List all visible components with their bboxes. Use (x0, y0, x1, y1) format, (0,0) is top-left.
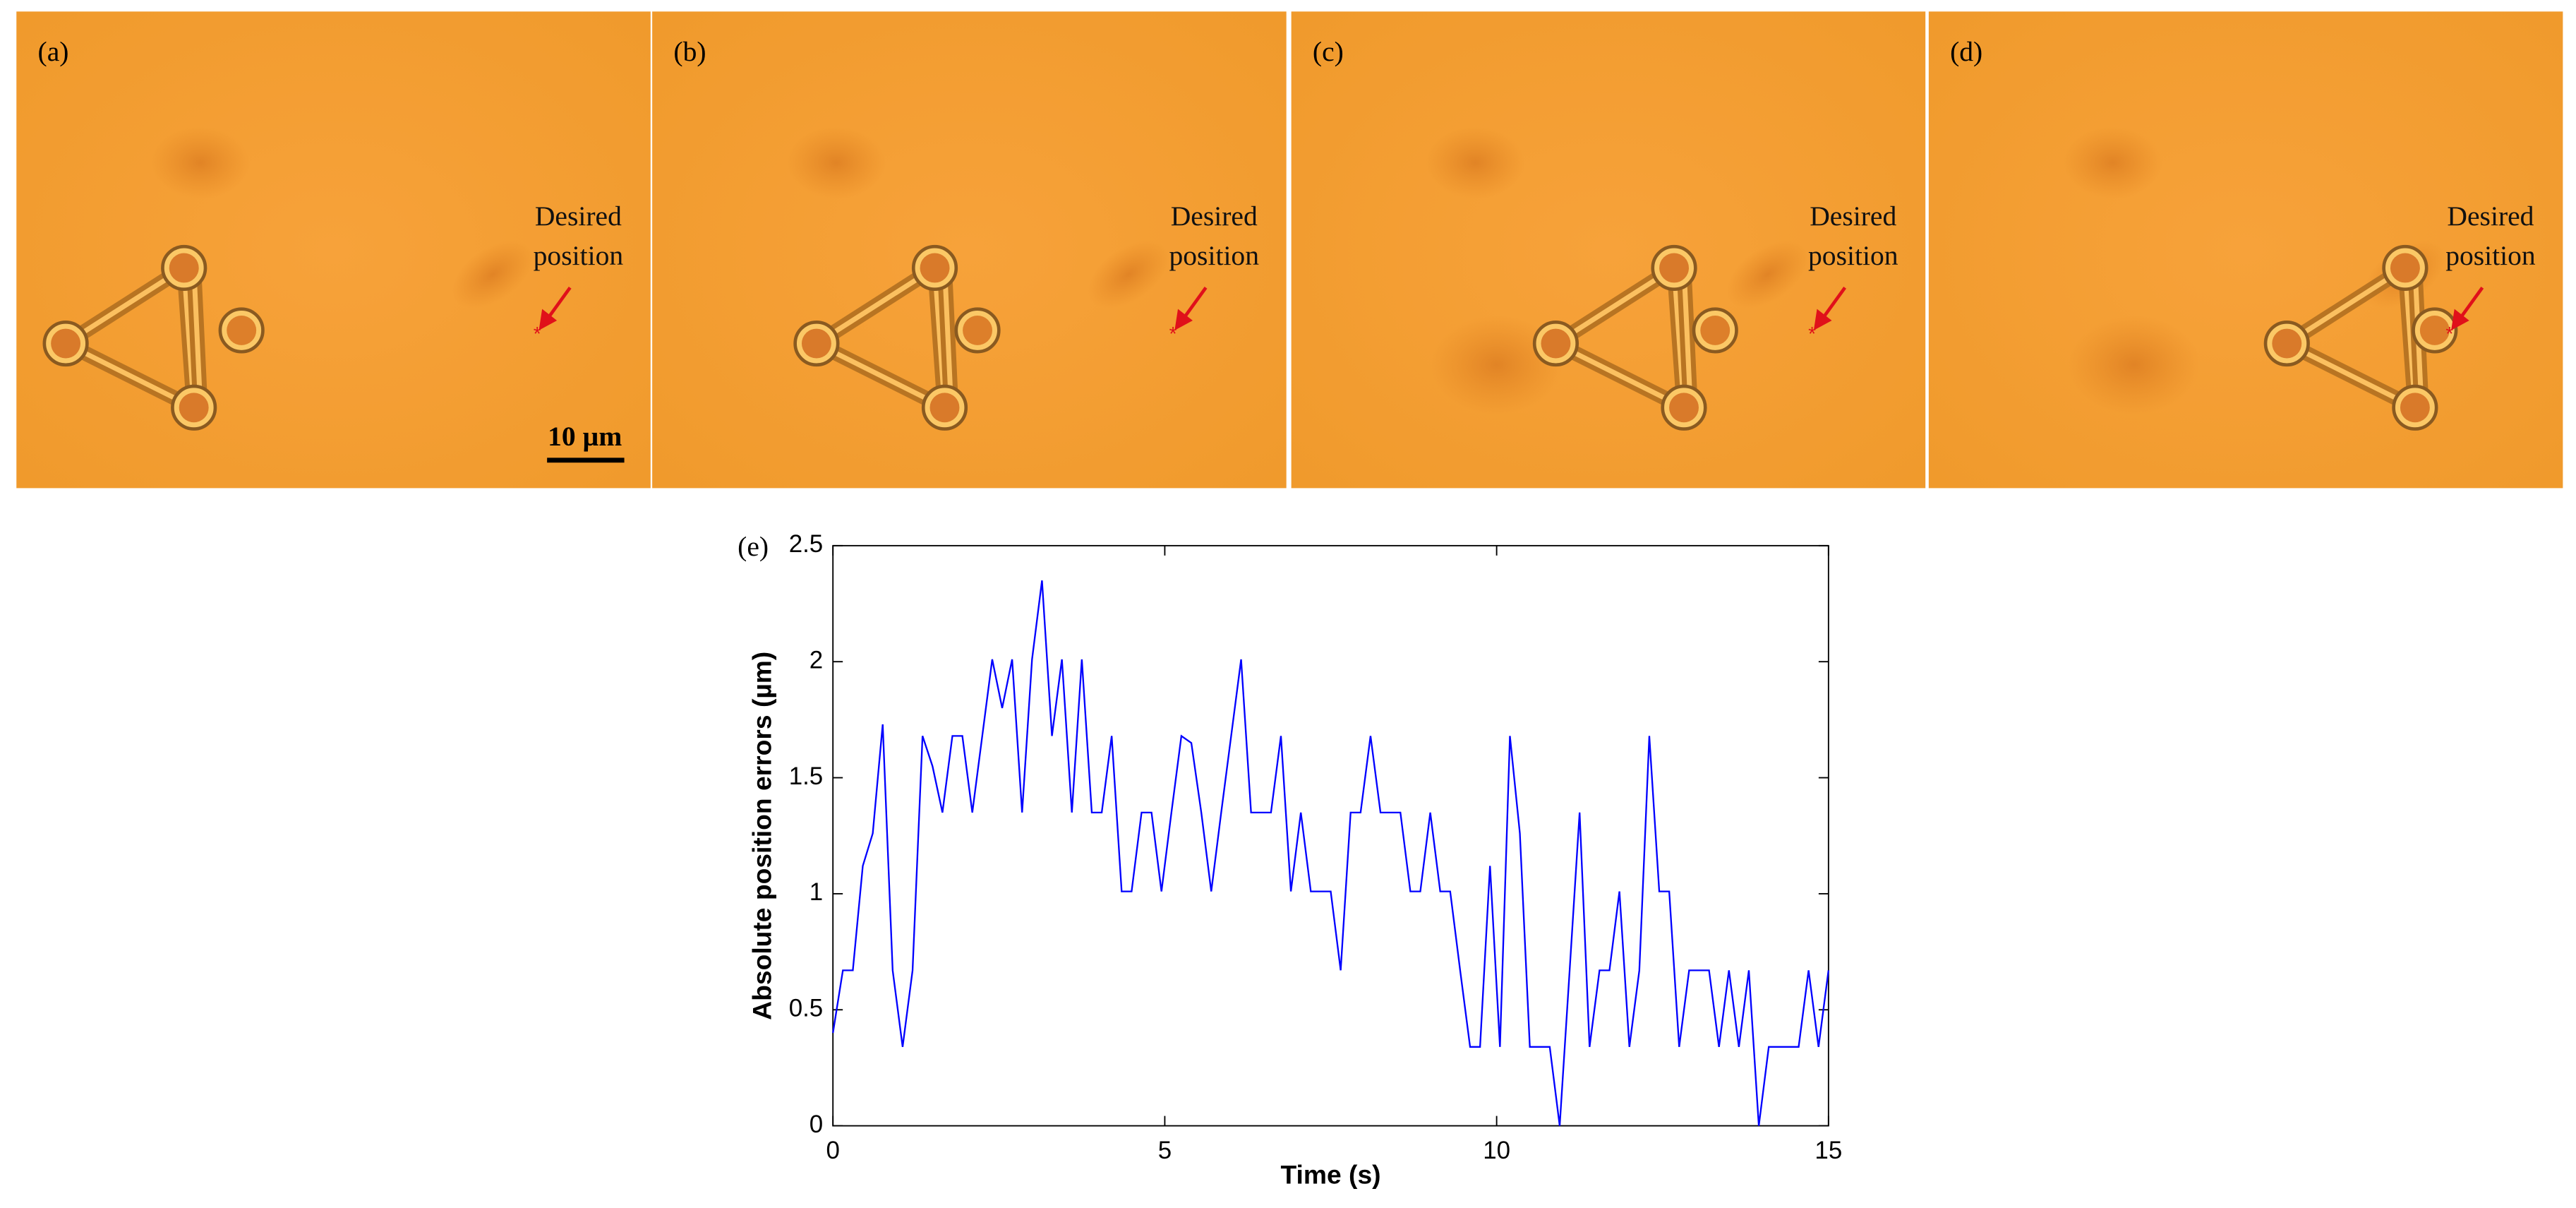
microstructure-rod-core (814, 265, 938, 347)
annotation: position (534, 240, 624, 271)
microsphere-core (929, 393, 960, 423)
arrow-shaft (2460, 287, 2484, 318)
microsphere-core (169, 253, 199, 283)
panel-label: (d) (1950, 36, 1982, 67)
arrow-head (1174, 309, 1193, 330)
microsphere-core (2272, 328, 2302, 359)
desired-position-marker: * (1808, 323, 1816, 345)
microstructure-rod-core (191, 265, 203, 410)
x-axis-label: Time (s) (1280, 1160, 1380, 1190)
desired-position-marker: * (534, 323, 541, 345)
arrow-shaft (1822, 287, 1847, 318)
microstructure (1532, 244, 1707, 431)
y-tick-label: 2 (809, 646, 823, 674)
microstructure-rod-core (2284, 341, 2418, 410)
y-tick-label: 0.5 (789, 994, 824, 1022)
microstructure-rod-core (2284, 265, 2408, 347)
microstructure (42, 244, 217, 431)
arrow-head (1813, 309, 1832, 330)
annotation: Desired (2447, 201, 2534, 232)
y-tick-label: 1.5 (789, 763, 824, 790)
microstructure-rod-core (1681, 265, 1693, 410)
annotation: position (1808, 240, 1898, 271)
y-tick-label: 2.5 (789, 530, 824, 558)
annotation: Desired (1810, 201, 1896, 232)
microsphere-core (1541, 328, 1571, 359)
dark-region (151, 126, 250, 199)
dark-region (452, 240, 534, 309)
microsphere-core (2390, 253, 2420, 283)
microstructure-rod-core (941, 265, 954, 410)
micrograph-background (1928, 11, 2563, 489)
microsphere-core (1669, 393, 1699, 423)
microstructure (793, 244, 968, 431)
microstructure-rod-core (1553, 265, 1677, 347)
desired-position-marker: * (2445, 323, 2453, 345)
annotation: position (1169, 240, 1259, 271)
arrow-shaft (547, 287, 572, 318)
dark-region (787, 126, 886, 199)
y-tick-label: 0 (809, 1111, 823, 1138)
x-tick-label: 5 (1158, 1137, 1172, 1164)
micrograph-background (16, 11, 651, 489)
microstructure-rod-core (63, 341, 197, 410)
panel-label: (b) (673, 36, 706, 67)
micrograph-background (652, 11, 1287, 489)
panel-label: (e) (738, 531, 769, 562)
annotation: Desired (1171, 201, 1258, 232)
micrograph-panel: (c) Desired position * (1291, 11, 1926, 489)
dark-region (1431, 315, 1563, 414)
dark-region (1727, 240, 1809, 309)
microsphere-core (920, 253, 950, 283)
dark-region (2063, 126, 2162, 199)
dark-region (1426, 126, 1525, 199)
micrograph-background (1291, 11, 1926, 489)
plot-area (832, 544, 1829, 1127)
panel-label: (a) (38, 36, 69, 67)
data-line (832, 580, 1830, 1126)
x-tick-label: 0 (826, 1137, 839, 1164)
annotation: Desired (535, 201, 622, 232)
x-tick-label: 10 (1483, 1137, 1510, 1164)
dark-region (2068, 315, 2200, 414)
arrow-head (538, 309, 558, 330)
microsphere-core (1659, 253, 1689, 283)
microsphere-core (179, 393, 209, 423)
microstructure-rod-core (63, 265, 187, 347)
microsphere-core (227, 315, 257, 345)
microstructure-rod-core (1553, 341, 1687, 410)
panel-label: (c) (1313, 36, 1344, 67)
y-axis-label: Absolute position errors (µm) (747, 652, 776, 1020)
micrograph-panel: (d) Desired position * (1928, 11, 2563, 489)
microsphere-core (2419, 315, 2450, 345)
annotation: position (2445, 240, 2536, 271)
arrow-head (2451, 309, 2469, 330)
microsphere-core (2400, 393, 2430, 423)
dark-region (1088, 240, 1169, 309)
microsphere-core (801, 328, 831, 359)
microsphere-core (963, 315, 992, 345)
x-tick-label: 15 (1814, 1137, 1842, 1164)
micrograph-panel: (a) Desired position * 10 µm (16, 11, 651, 489)
y-tick-label: 1 (809, 878, 823, 906)
scale-bar-label: 10 µm (548, 421, 622, 452)
arrow-shaft (1183, 287, 1208, 318)
microstructure-rod-core (814, 341, 947, 410)
microsphere-core (1700, 315, 1731, 345)
microsphere-core (51, 328, 81, 359)
micrograph-panel: (b) Desired position * (652, 11, 1287, 489)
desired-position-marker: * (1169, 323, 1177, 345)
